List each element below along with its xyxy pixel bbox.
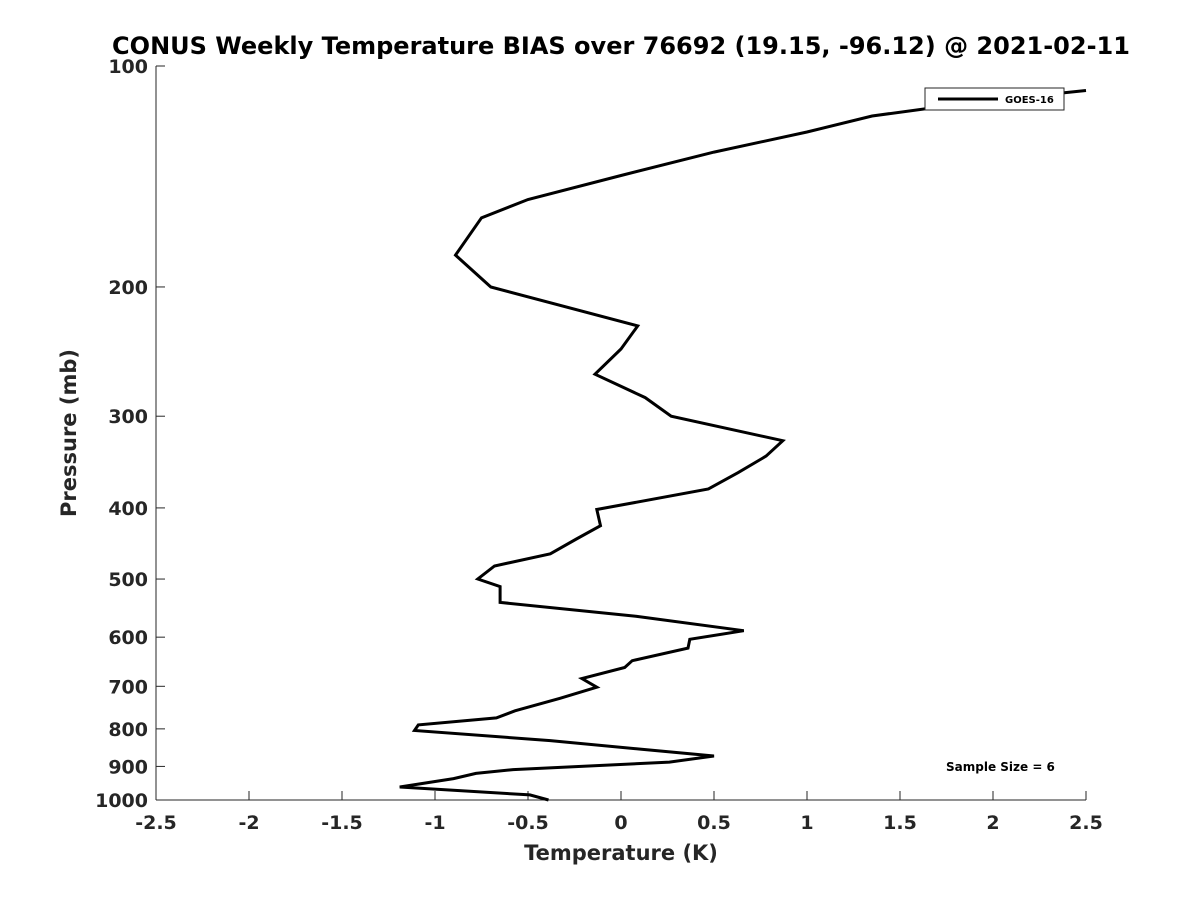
y-axis-label: Pressure (mb): [57, 349, 81, 517]
x-tick-label: 0: [614, 812, 627, 834]
sample-size-annotation: Sample Size = 6: [946, 760, 1055, 774]
x-axis-ticks: -2.5 -2 -1.5 -1 -0.5 0 0.5 1 1.5 2 2.5: [135, 791, 1103, 834]
legend: GOES-16: [924, 87, 1065, 111]
y-tick-label: 600: [108, 627, 148, 649]
y-tick-label: 400: [108, 498, 148, 520]
y-tick-label: 100: [108, 56, 148, 78]
y-tick-label: 900: [108, 756, 148, 778]
x-tick-label: -2.5: [135, 812, 177, 834]
y-axis-ticks: 100 200 300 400 500 600 700 800 900 1000: [95, 56, 165, 812]
y-tick-label: 700: [108, 676, 148, 698]
y-tick-label: 800: [108, 719, 148, 741]
x-tick-label: 2.5: [1069, 812, 1103, 834]
y-tick-label: 500: [108, 569, 148, 591]
x-axis-label: Temperature (K): [524, 841, 718, 865]
y-tick-label: 1000: [95, 790, 148, 812]
x-tick-label: -2: [238, 812, 259, 834]
y-tick-label: 200: [108, 277, 148, 299]
legend-label-goes-16: GOES-16: [1005, 95, 1054, 106]
x-tick-label: 1.5: [883, 812, 917, 834]
chart-title: CONUS Weekly Temperature BIAS over 76692…: [112, 32, 1130, 60]
x-tick-label: 2: [986, 812, 999, 834]
x-tick-label: 0.5: [697, 812, 731, 834]
x-tick-label: -1: [424, 812, 445, 834]
x-tick-label: -1.5: [321, 812, 363, 834]
y-tick-label: 300: [108, 406, 148, 428]
x-tick-label: -0.5: [507, 812, 549, 834]
series-line-goes-16: [399, 89, 1087, 802]
x-tick-label: 1: [800, 812, 813, 834]
